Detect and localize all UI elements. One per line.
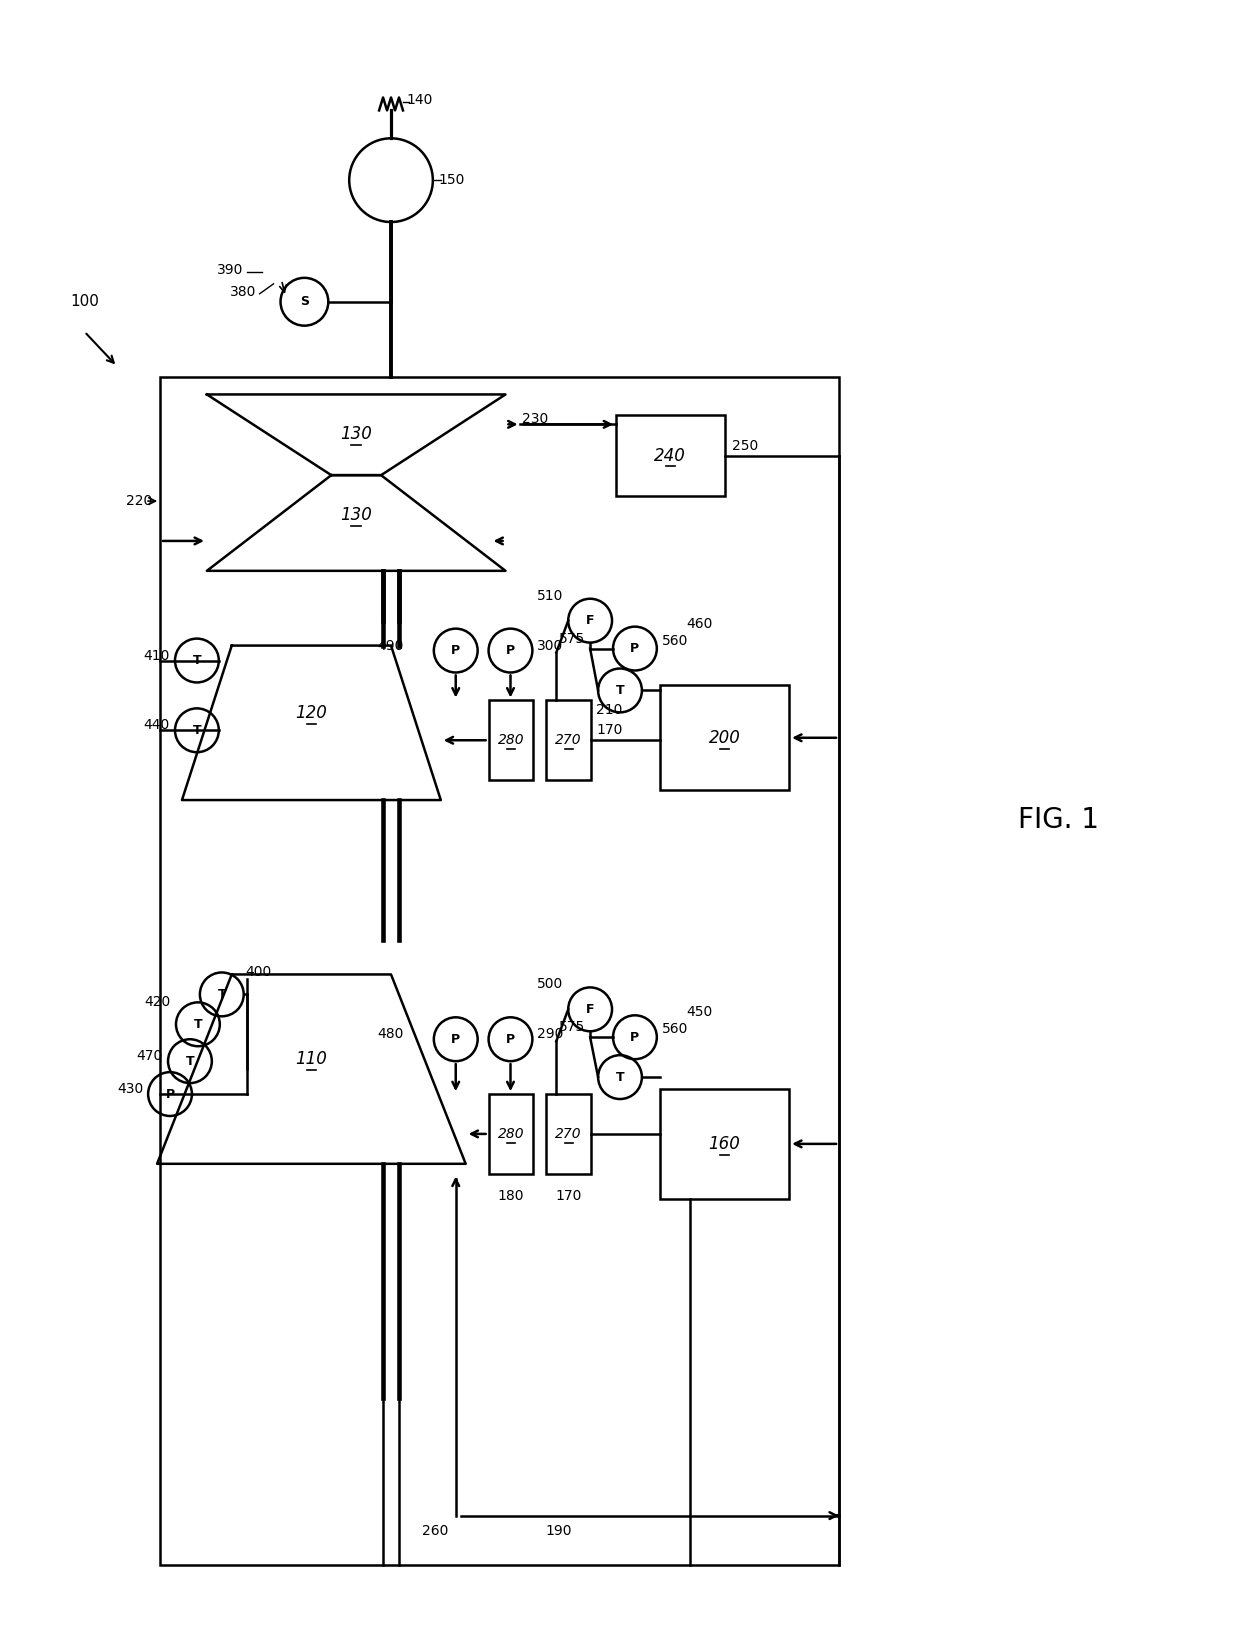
Bar (489, 1093, 533, 1173)
Text: 575: 575 (559, 632, 585, 646)
Text: T: T (192, 725, 201, 736)
Text: S: S (300, 295, 309, 308)
Text: 490: 490 (378, 638, 404, 653)
Text: 300: 300 (537, 638, 564, 653)
Text: 560: 560 (662, 633, 688, 648)
Text: 430: 430 (117, 1082, 143, 1097)
Text: T: T (616, 684, 624, 697)
Text: 130: 130 (340, 426, 372, 444)
Text: F: F (585, 614, 594, 627)
Text: T: T (217, 987, 226, 1000)
Text: 240: 240 (655, 447, 686, 465)
Text: 130: 130 (340, 506, 372, 524)
Text: 220: 220 (125, 494, 153, 508)
Text: 460: 460 (687, 617, 713, 630)
Text: 160: 160 (708, 1134, 740, 1152)
Text: 440: 440 (144, 718, 170, 733)
Text: 470: 470 (136, 1049, 162, 1062)
Text: 250: 250 (733, 439, 759, 452)
Text: P: P (506, 1033, 515, 1046)
Text: T: T (193, 1018, 202, 1031)
Text: 500: 500 (537, 978, 563, 991)
Text: 140: 140 (405, 93, 433, 108)
Text: T: T (192, 654, 201, 667)
Text: 230: 230 (522, 413, 548, 426)
Text: 260: 260 (423, 1524, 449, 1537)
Text: 410: 410 (144, 648, 170, 663)
Text: 270: 270 (556, 1128, 582, 1141)
Text: 270: 270 (556, 733, 582, 747)
Text: P: P (630, 1031, 640, 1044)
Text: 290: 290 (537, 1027, 564, 1041)
Text: 280: 280 (497, 1128, 525, 1141)
Text: 380: 380 (231, 286, 257, 299)
Text: 180: 180 (497, 1188, 525, 1203)
Text: 170: 170 (556, 1188, 582, 1203)
Text: P: P (165, 1087, 175, 1100)
Bar (489, 700, 533, 780)
Text: 120: 120 (295, 703, 327, 721)
Bar (160, 377, 839, 1565)
Text: FIG. 1: FIG. 1 (1018, 806, 1099, 834)
Text: T: T (616, 1071, 624, 1084)
Text: 280: 280 (497, 733, 525, 747)
Text: P: P (630, 641, 640, 654)
Text: 420: 420 (145, 996, 171, 1009)
Text: 400: 400 (246, 966, 272, 979)
Text: 480: 480 (378, 1027, 404, 1041)
Text: P: P (506, 645, 515, 658)
Bar (547, 700, 591, 780)
Text: 170: 170 (596, 723, 622, 738)
Text: 150: 150 (439, 173, 465, 188)
Text: 510: 510 (537, 589, 563, 602)
Bar (547, 1093, 591, 1173)
Text: 100: 100 (71, 294, 99, 308)
Bar (660, 1089, 789, 1198)
Text: 110: 110 (295, 1049, 327, 1069)
Text: 575: 575 (559, 1020, 585, 1035)
Text: 190: 190 (546, 1524, 572, 1537)
Text: 450: 450 (687, 1005, 713, 1020)
Text: P: P (451, 1033, 460, 1046)
Text: T: T (186, 1054, 195, 1067)
Text: F: F (585, 1002, 594, 1015)
Text: 390: 390 (217, 263, 244, 277)
Text: 560: 560 (662, 1022, 688, 1036)
Bar (660, 685, 789, 790)
Text: P: P (451, 645, 460, 658)
Text: 210: 210 (596, 703, 622, 718)
Bar (616, 416, 724, 496)
Text: 200: 200 (708, 730, 740, 747)
